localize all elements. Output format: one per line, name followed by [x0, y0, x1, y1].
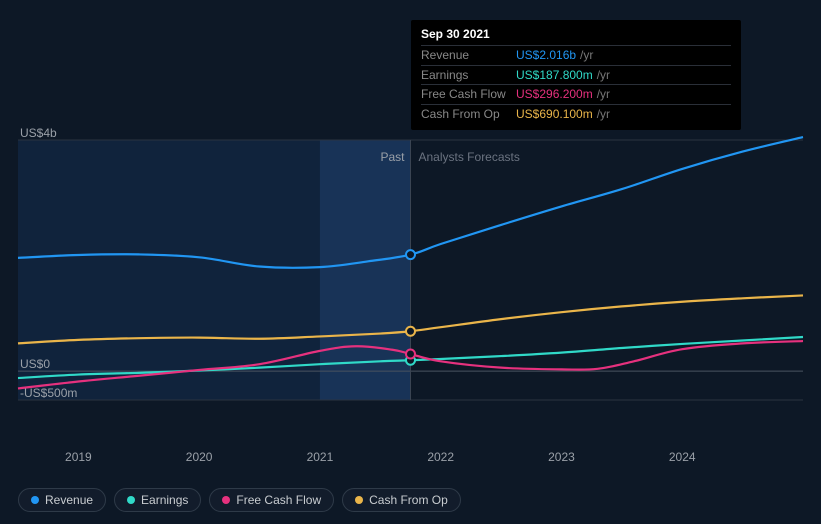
- x-label: 2019: [65, 450, 92, 464]
- x-label: 2023: [548, 450, 575, 464]
- x-label: 2020: [186, 450, 213, 464]
- legend-dot-icon: [355, 496, 363, 504]
- y-label: US$0: [20, 357, 50, 371]
- legend-item-cfo[interactable]: Cash From Op: [342, 488, 461, 512]
- legend-dot-icon: [127, 496, 135, 504]
- tooltip-row-label: Revenue: [421, 47, 516, 64]
- legend-item-revenue[interactable]: Revenue: [18, 488, 106, 512]
- tooltip-row: EarningsUS$187.800m/yr: [421, 65, 731, 85]
- tooltip-row: Cash From OpUS$690.100m/yr: [421, 104, 731, 124]
- tooltip-row: Free Cash FlowUS$296.200m/yr: [421, 84, 731, 104]
- tooltip-row: RevenueUS$2.016b/yr: [421, 45, 731, 65]
- forecast-region-label: Analysts Forecasts: [419, 150, 520, 164]
- legend-dot-icon: [31, 496, 39, 504]
- x-label: 2024: [669, 450, 696, 464]
- tooltip-date: Sep 30 2021: [421, 26, 731, 45]
- tooltip-row-label: Cash From Op: [421, 106, 516, 123]
- tooltip-rows: RevenueUS$2.016b/yrEarningsUS$187.800m/y…: [421, 45, 731, 124]
- marker-fcf: [406, 350, 415, 359]
- legend-label: Earnings: [141, 493, 188, 507]
- tooltip-row-value: US$296.200m: [516, 86, 593, 103]
- tooltip-row-label: Earnings: [421, 67, 516, 84]
- tooltip-row-label: Free Cash Flow: [421, 86, 516, 103]
- marker-cfo: [406, 327, 415, 336]
- legend-label: Free Cash Flow: [236, 493, 321, 507]
- x-label: 2022: [427, 450, 454, 464]
- tooltip-row-value: US$187.800m: [516, 67, 593, 84]
- legend-label: Cash From Op: [369, 493, 448, 507]
- legend-item-fcf[interactable]: Free Cash Flow: [209, 488, 334, 512]
- chart-legend: Revenue Earnings Free Cash Flow Cash From O…: [18, 488, 461, 512]
- tooltip-row-unit: /yr: [597, 86, 610, 103]
- tooltip-row-value: US$690.100m: [516, 106, 593, 123]
- marker-revenue: [406, 250, 415, 259]
- tooltip-row-unit: /yr: [597, 106, 610, 123]
- chart-tooltip: Sep 30 2021 RevenueUS$2.016b/yrEarningsU…: [411, 20, 741, 130]
- legend-dot-icon: [222, 496, 230, 504]
- past-region-label: Past: [381, 150, 405, 164]
- tooltip-row-value: US$2.016b: [516, 47, 576, 64]
- tooltip-row-unit: /yr: [580, 47, 593, 64]
- legend-item-earnings[interactable]: Earnings: [114, 488, 201, 512]
- x-label: 2021: [307, 450, 334, 464]
- legend-label: Revenue: [45, 493, 93, 507]
- tooltip-row-unit: /yr: [597, 67, 610, 84]
- y-label: US$4b: [20, 126, 57, 140]
- financials-chart: Sep 30 2021 RevenueUS$2.016b/yrEarningsU…: [0, 0, 821, 524]
- y-label: -US$500m: [20, 386, 77, 400]
